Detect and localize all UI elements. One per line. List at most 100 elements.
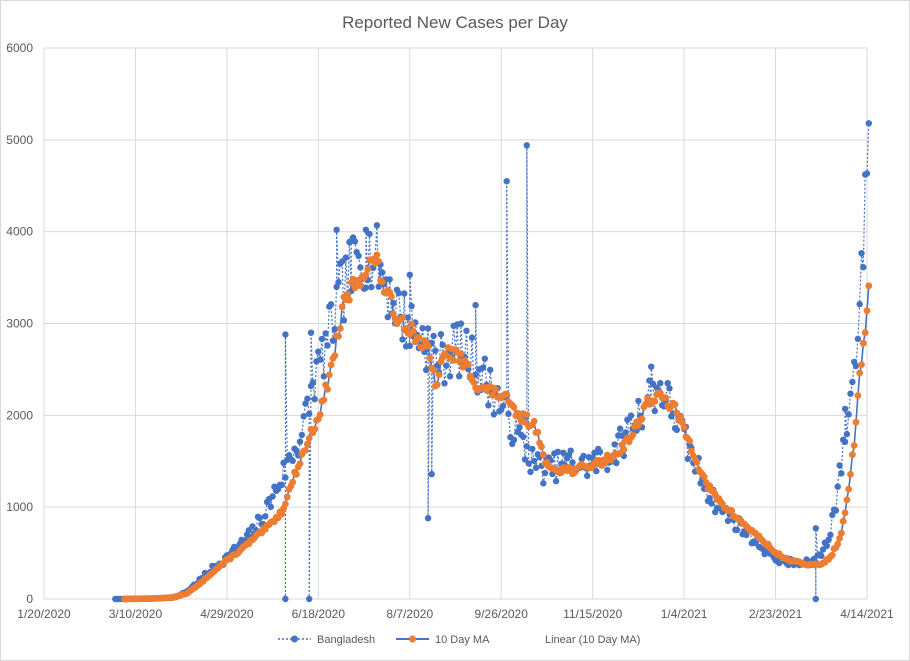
bangladesh-point: [812, 525, 819, 532]
bangladesh-point: [342, 254, 349, 261]
bangladesh-point: [858, 250, 865, 257]
ma-point: [426, 354, 434, 362]
bangladesh-point: [569, 459, 576, 466]
y-tick-label: 1000: [6, 500, 33, 514]
bangladesh-point: [560, 449, 567, 456]
ma-point: [651, 397, 659, 405]
ma-point: [457, 350, 465, 358]
bangladesh-point: [743, 531, 750, 539]
y-tick-label: 5000: [6, 133, 33, 147]
ma-point: [424, 342, 432, 350]
ma-point: [433, 381, 441, 389]
ma-point: [693, 458, 701, 466]
bangladesh-point: [832, 507, 840, 514]
bangladesh-point: [357, 264, 364, 271]
ma-point: [858, 361, 865, 368]
ma-point: [399, 314, 406, 322]
legend-label-bangladesh: Bangladesh: [317, 634, 375, 646]
bangladesh-point: [596, 448, 604, 456]
bangladesh-point: [300, 413, 307, 420]
bangladesh-point: [552, 477, 560, 485]
bangladesh-point: [479, 364, 487, 371]
bangladesh-point: [333, 226, 340, 233]
x-tick-label: 8/7/2020: [386, 607, 433, 621]
bangladesh-point: [399, 336, 406, 343]
x-tick-label: 9/26/2020: [475, 607, 529, 621]
ma-point: [706, 482, 714, 490]
bangladesh-point: [520, 433, 527, 441]
ma-point: [357, 282, 364, 290]
ma-point: [410, 327, 417, 335]
y-tick-label: 3000: [6, 317, 33, 331]
bangladesh-point: [423, 366, 430, 374]
bangladesh-point: [315, 348, 322, 355]
bangladesh-point: [485, 402, 492, 409]
ma-point: [834, 540, 842, 548]
bangladesh-point: [386, 276, 393, 283]
bangladesh-point: [296, 438, 304, 445]
bangladesh-point: [472, 301, 479, 309]
bangladesh-point: [335, 279, 342, 286]
legend-marker-10-day-ma: [409, 635, 416, 643]
bangladesh-point: [684, 455, 691, 463]
bangladesh-point: [307, 329, 315, 336]
ma-point: [336, 325, 344, 332]
bangladesh-point: [505, 410, 512, 417]
bangladesh-point: [390, 299, 397, 307]
bangladesh-point: [836, 462, 843, 469]
ma-point: [838, 529, 845, 537]
ma-point: [408, 320, 415, 328]
bangladesh-point: [666, 385, 673, 392]
ma-point: [638, 415, 646, 423]
ma-point: [677, 413, 684, 421]
bangladesh-point: [309, 379, 316, 386]
ma-point: [850, 442, 858, 449]
bangladesh-point: [317, 356, 324, 363]
bangladesh-point: [724, 517, 732, 525]
ma-point: [283, 493, 291, 501]
ma-point: [378, 278, 386, 286]
bangladesh-point: [527, 468, 534, 475]
ma-point: [847, 470, 854, 478]
bangladesh-point: [733, 526, 741, 534]
ma-point: [863, 307, 871, 315]
bangladesh-point: [298, 431, 306, 439]
bangladesh-point: [424, 325, 432, 332]
ma-point: [671, 400, 679, 408]
bangladesh-point: [849, 378, 856, 386]
ma-point: [327, 361, 335, 369]
bangladesh-point: [472, 371, 479, 378]
bangladesh-point: [852, 362, 860, 370]
bangladesh-point: [320, 373, 327, 380]
bangladesh-point: [706, 494, 713, 502]
bangladesh-point: [523, 443, 530, 450]
bangladesh-point: [439, 341, 446, 349]
bangladesh-point: [406, 271, 413, 278]
ma-point: [854, 392, 862, 399]
bangladesh-point: [673, 426, 680, 433]
bangladesh-point: [529, 445, 536, 453]
bangladesh-point: [611, 441, 618, 448]
ma-point: [700, 473, 708, 481]
ma-point: [325, 371, 333, 379]
bangladesh-point: [304, 395, 311, 402]
y-tick-label: 6000: [6, 41, 33, 55]
bangladesh-point: [468, 334, 476, 341]
y-tick-label: 2000: [6, 408, 33, 422]
bangladesh-point: [532, 464, 540, 471]
ma-point: [335, 332, 342, 340]
bangladesh-point: [554, 448, 562, 455]
y-axis-ticks: 0 1000 2000 3000 4000 5000 6000: [6, 41, 33, 606]
x-tick-label: 2/23/2021: [749, 607, 803, 621]
bangladesh-point: [841, 438, 849, 446]
bangladesh-point: [430, 332, 437, 340]
bangladesh-point: [624, 416, 631, 423]
bangladesh-point: [829, 511, 836, 519]
bangladesh-point: [278, 481, 285, 489]
bangladesh-point: [375, 283, 382, 290]
x-tick-label: 1/20/2020: [17, 607, 71, 621]
bangladesh-point: [443, 362, 450, 369]
ma-point: [686, 437, 693, 445]
ma-point: [351, 284, 359, 292]
